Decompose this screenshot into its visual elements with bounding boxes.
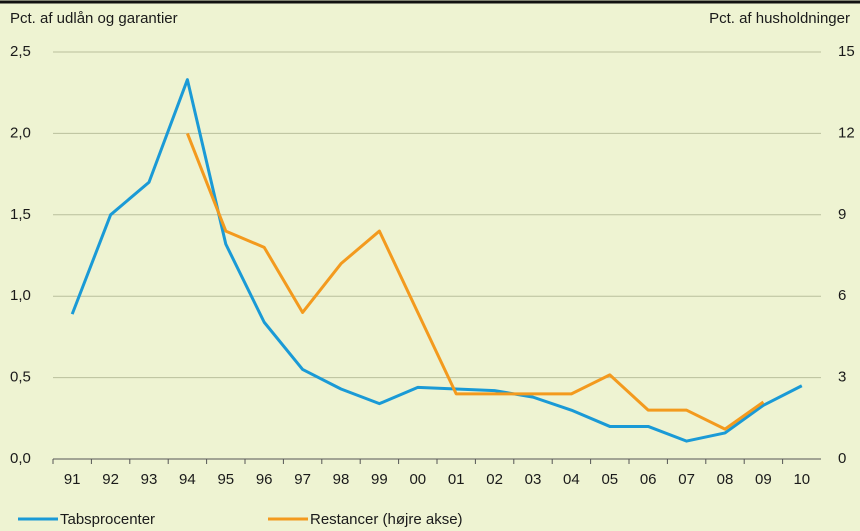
y-tick-label: 2,0 [10, 124, 31, 141]
y-axis-label: Pct. af udlån og garantier [10, 10, 178, 27]
x-tick-label: 99 [371, 471, 388, 488]
x-tick-label: 00 [409, 471, 426, 488]
y2-axis-label: Pct. af husholdninger [709, 10, 850, 27]
x-tick-label: 02 [486, 471, 503, 488]
x-tick-label: 95 [217, 471, 234, 488]
y2-tick-label: 12 [838, 124, 855, 141]
series-line [186, 132, 765, 431]
x-tick-label: 09 [755, 471, 772, 488]
y2-tick-label: 6 [838, 287, 846, 304]
x-tick-label: 08 [717, 471, 734, 488]
x-tick-label: 03 [525, 471, 542, 488]
x-tick-label: 10 [793, 471, 810, 488]
x-tick-label: 93 [141, 471, 158, 488]
y-tick-label: 1,0 [10, 287, 31, 304]
y2-tick-label: 15 [838, 43, 855, 60]
y-tick-label: 1,5 [10, 206, 31, 223]
y2-tick-label: 9 [838, 206, 846, 223]
y-tick-label: 2,5 [10, 43, 31, 60]
x-tick-label: 97 [294, 471, 311, 488]
x-tick-label: 94 [179, 471, 196, 488]
x-tick-label: 01 [448, 471, 465, 488]
x-tick-label: 92 [102, 471, 119, 488]
x-tick-label: 98 [333, 471, 350, 488]
legend-label: Restancer (højre akse) [310, 511, 463, 528]
x-tick-label: 96 [256, 471, 273, 488]
y2-tick-label: 3 [838, 369, 846, 386]
x-tick-label: 07 [678, 471, 695, 488]
x-tick-label: 91 [64, 471, 81, 488]
series-line [70, 78, 803, 443]
x-tick-label: 06 [640, 471, 657, 488]
x-tick-label: 05 [601, 471, 618, 488]
legend-label: Tabsprocenter [60, 511, 155, 528]
y2-tick-label: 0 [838, 450, 846, 467]
x-tick-label: 04 [563, 471, 580, 488]
y-tick-label: 0,5 [10, 369, 31, 386]
y-tick-label: 0,0 [10, 450, 31, 467]
